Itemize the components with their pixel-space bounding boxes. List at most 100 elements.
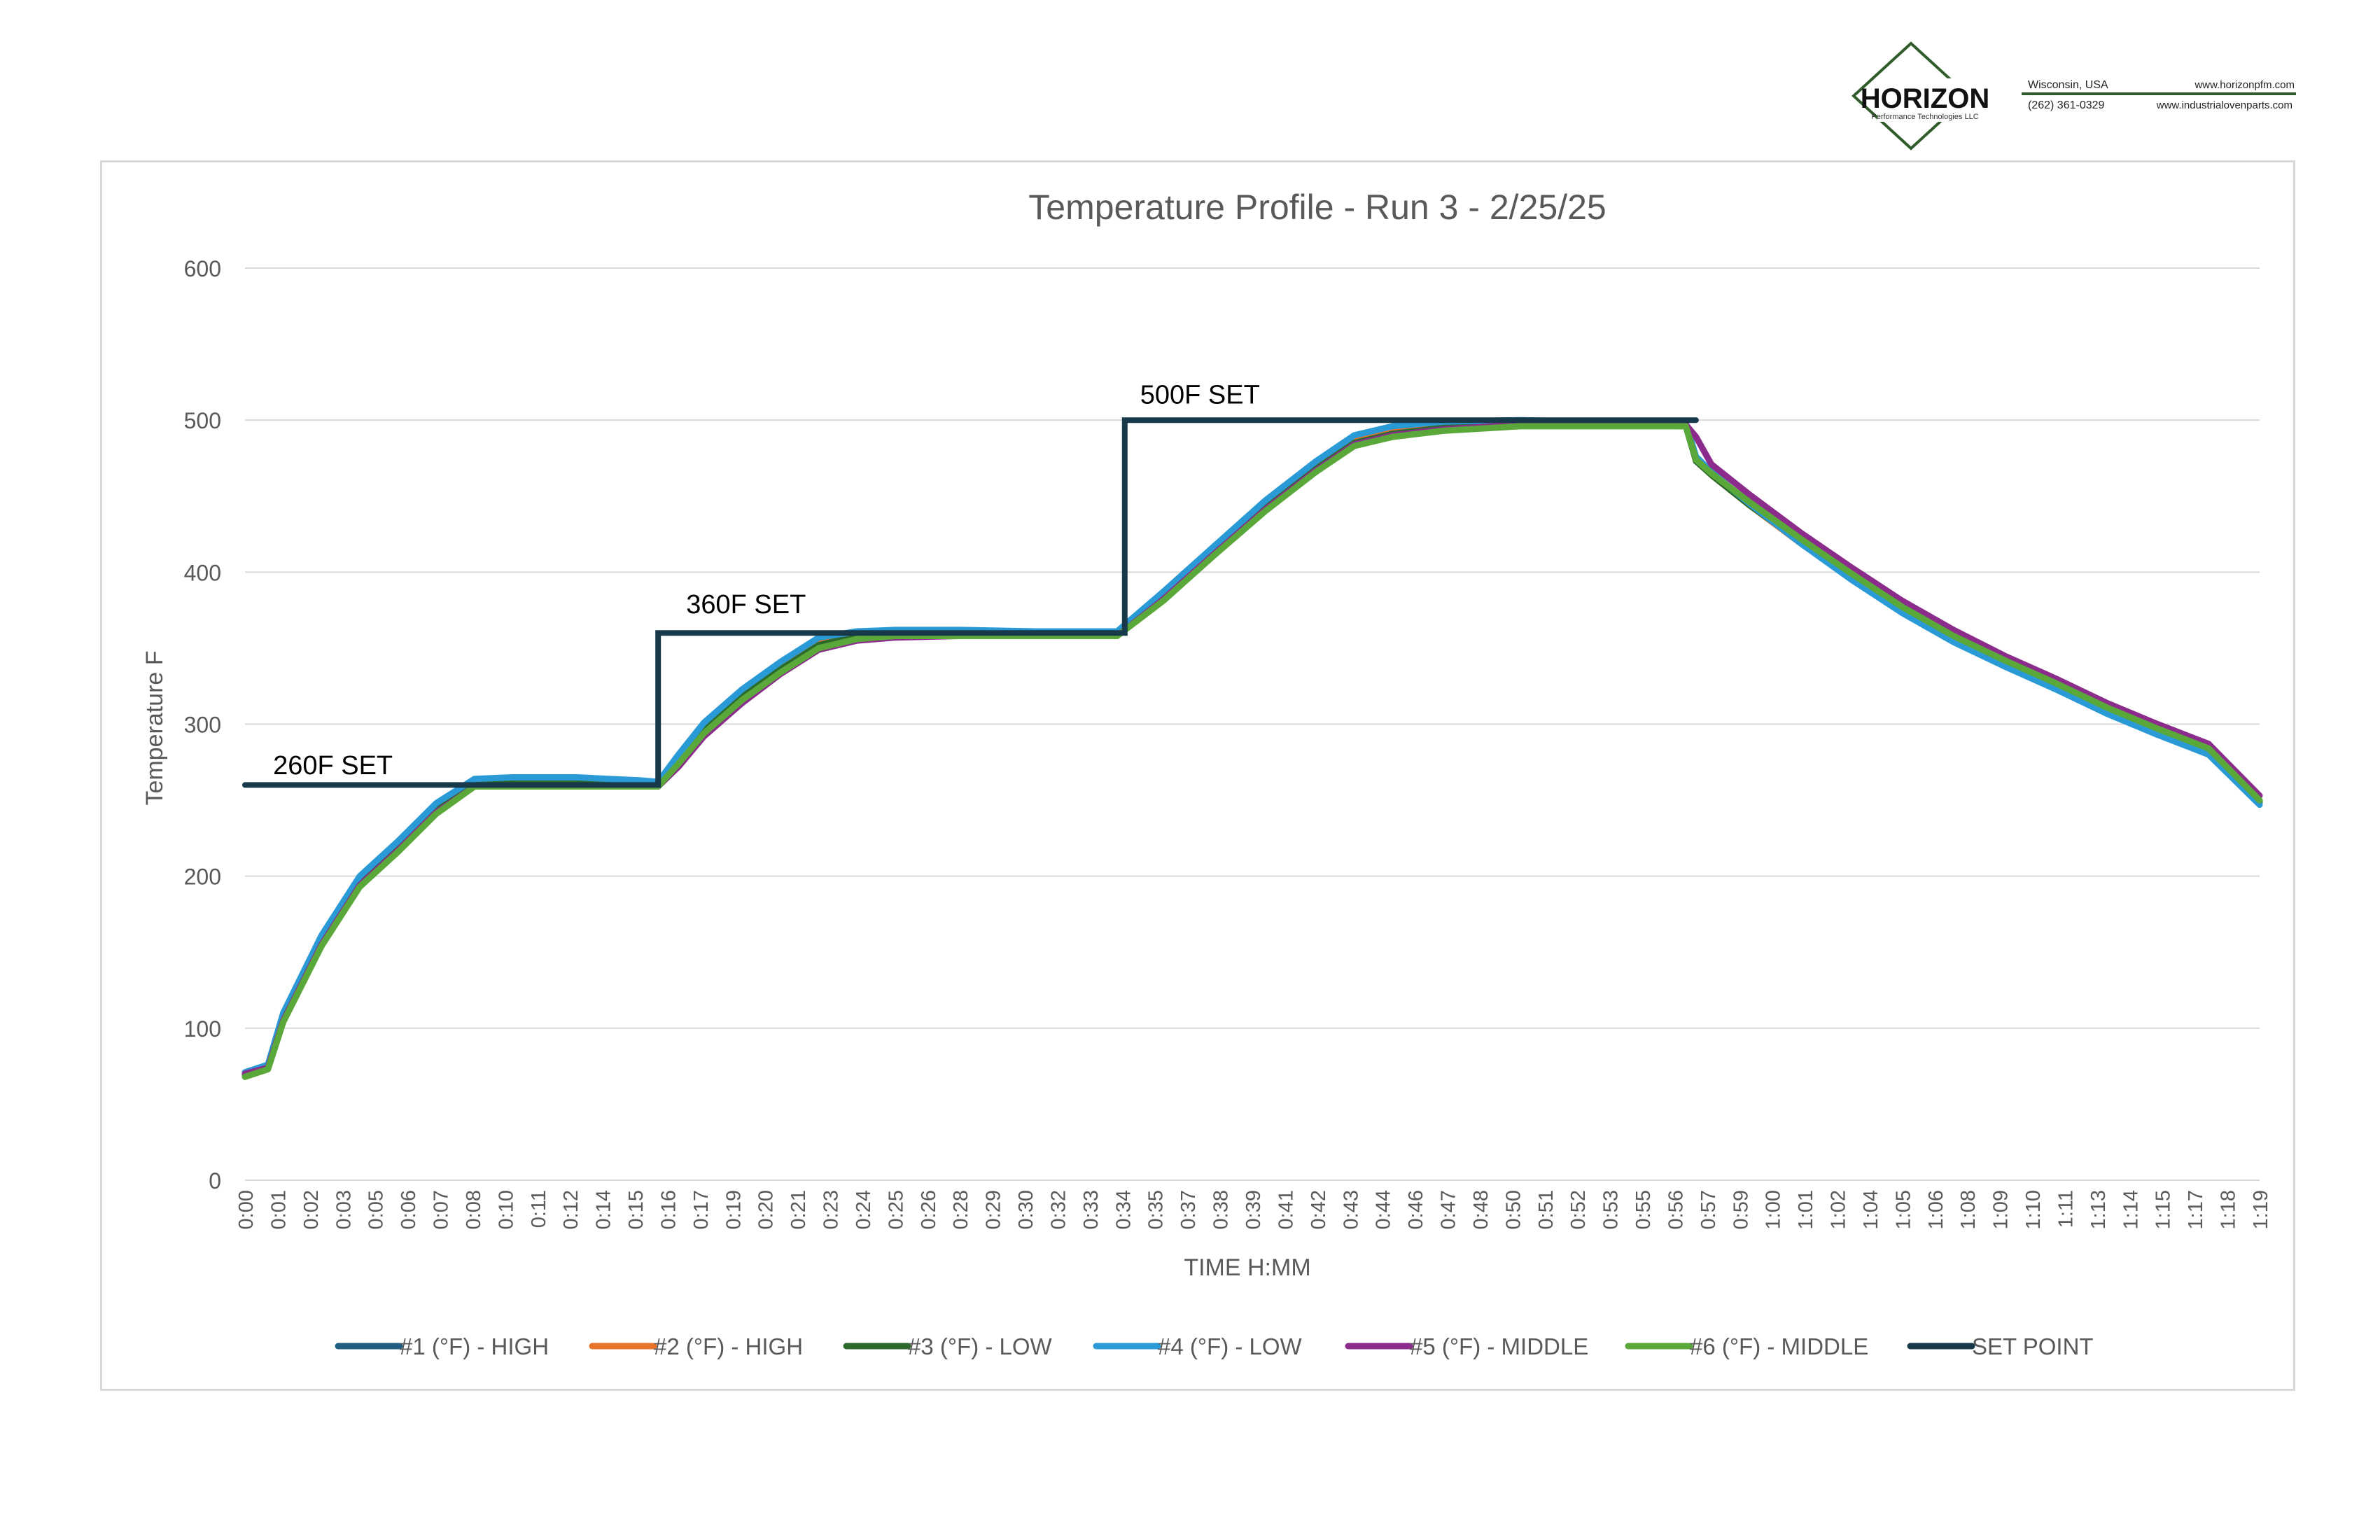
x-tick-label: 0:32: [1047, 1190, 1070, 1229]
setpoint-annotations: 260F SET 360F SET 500F SET: [273, 380, 1260, 780]
x-axis-ticks: 0:00 0:01 0:02 0:03 0:05 0:06 0:07 0:08 0:10 0:11…: [235, 1190, 2272, 1229]
x-tick-label: 1:02: [1828, 1190, 1850, 1229]
x-axis-label: TIME H:MM: [1184, 1254, 1310, 1281]
y-tick-label: 200: [184, 864, 221, 890]
setpoint-annotation: 260F SET: [273, 751, 393, 780]
x-tick-label: 0:12: [560, 1190, 582, 1229]
x-tick-label: 0:39: [1242, 1190, 1265, 1229]
x-tick-label: 0:00: [235, 1190, 258, 1229]
x-tick-label: 0:17: [690, 1190, 713, 1229]
legend-item: SET POINT: [1907, 1334, 2094, 1359]
y-tick-label: 500: [184, 408, 221, 433]
x-tick-label: 0:23: [820, 1190, 843, 1229]
x-tick-label: 1:19: [2250, 1190, 2272, 1229]
legend-item: #3 (°F) - LOW: [843, 1334, 1053, 1359]
x-tick-label: 0:47: [1438, 1190, 1460, 1229]
x-tick-label: 1:11: [2054, 1190, 2077, 1228]
x-tick-label: 0:35: [1145, 1190, 1168, 1229]
x-tick-label: 1:17: [2185, 1190, 2207, 1229]
y-tick-label: 100: [184, 1016, 221, 1042]
x-tick-label: 0:37: [1177, 1190, 1200, 1229]
x-tick-label: 0:41: [1275, 1190, 1297, 1229]
x-tick-label: 0:28: [950, 1190, 972, 1229]
legend-label: SET POINT: [1972, 1334, 2094, 1359]
x-tick-label: 0:29: [983, 1190, 1005, 1229]
x-tick-label: 1:09: [1990, 1190, 2012, 1229]
x-tick-label: 0:26: [918, 1190, 940, 1229]
x-tick-label: 0:10: [495, 1190, 517, 1229]
x-tick-label: 1:15: [2152, 1190, 2175, 1229]
x-tick-label: 0:53: [1600, 1190, 1623, 1229]
x-tick-label: 0:03: [332, 1190, 355, 1229]
x-tick-label: 0:21: [788, 1190, 810, 1229]
x-tick-label: 0:44: [1373, 1190, 1395, 1229]
legend-item: #4 (°F) - LOW: [1093, 1334, 1303, 1359]
x-tick-label: 0:48: [1470, 1190, 1492, 1229]
x-tick-label: 1:04: [1860, 1190, 1882, 1229]
legend-item: #6 (°F) - MIDDLE: [1625, 1334, 1868, 1359]
x-tick-label: 0:07: [430, 1190, 453, 1229]
x-tick-label: 0:56: [1665, 1190, 1687, 1229]
logo-tagline: Performance Technologies LLC: [1871, 113, 1978, 121]
legend-label: #6 (°F) - MIDDLE: [1690, 1334, 1868, 1359]
x-tick-label: 0:11: [528, 1190, 550, 1228]
chart-title: Temperature Profile - Run 3 - 2/25/25: [1028, 188, 1606, 227]
x-tick-label: 0:24: [853, 1190, 875, 1229]
x-tick-label: 1:10: [2022, 1190, 2045, 1229]
legend-label: #4 (°F) - LOW: [1158, 1334, 1303, 1359]
x-tick-label: 0:38: [1210, 1190, 1233, 1229]
x-tick-label: 0:30: [1015, 1190, 1037, 1229]
x-tick-label: 0:52: [1567, 1190, 1590, 1229]
x-tick-label: 0:59: [1730, 1190, 1752, 1229]
logo-brand: HORIZON: [1861, 83, 1989, 114]
y-axis-label: Temperature F: [141, 650, 168, 805]
x-tick-label: 1:00: [1763, 1190, 1785, 1229]
x-tick-label: 0:50: [1502, 1190, 1525, 1229]
x-tick-label: 1:06: [1925, 1190, 1947, 1229]
x-tick-label: 0:08: [463, 1190, 485, 1229]
setpoint-line: [242, 417, 1699, 788]
x-tick-label: 0:42: [1308, 1190, 1330, 1229]
logo-phone: (262) 361-0329: [2028, 99, 2105, 111]
y-tick-label: 300: [184, 713, 221, 738]
x-tick-label: 0:15: [625, 1190, 648, 1229]
logo-location: Wisconsin, USA: [2028, 79, 2108, 91]
x-tick-label: 0:20: [755, 1190, 778, 1229]
x-tick-label: 0:55: [1632, 1190, 1655, 1229]
x-tick-label: 0:57: [1698, 1190, 1720, 1229]
logo-text-backing: [1877, 78, 1972, 122]
legend-label: #2 (°F) - HIGH: [654, 1334, 803, 1359]
x-tick-label: 0:25: [885, 1190, 907, 1229]
logo-website-2: www.industrialovenparts.com: [2156, 99, 2292, 111]
setpoint-annotation: 360F SET: [686, 590, 806, 620]
x-tick-label: 0:01: [267, 1190, 290, 1229]
x-tick-label: 0:33: [1080, 1190, 1102, 1229]
x-tick-label: 0:43: [1340, 1190, 1362, 1229]
temperature-profile-chart: Temperature Profile - Run 3 - 2/25/25 0 1…: [141, 188, 2272, 1359]
x-tick-label: 1:08: [1957, 1190, 1980, 1229]
y-tick-label: 600: [184, 256, 221, 281]
setpoint-annotation: 500F SET: [1140, 380, 1260, 410]
x-tick-label: 0:46: [1405, 1190, 1427, 1229]
x-tick-label: 1:18: [2218, 1190, 2240, 1229]
legend-item: #2 (°F) - HIGH: [589, 1334, 803, 1359]
x-tick-label: 0:05: [365, 1190, 388, 1229]
legend-label: #3 (°F) - LOW: [908, 1334, 1053, 1359]
x-tick-label: 1:01: [1795, 1190, 1817, 1229]
series-line: [241, 416, 2263, 1076]
x-tick-label: 0:51: [1535, 1190, 1558, 1229]
x-tick-label: 0:34: [1112, 1190, 1135, 1229]
x-tick-label: 1:13: [2087, 1190, 2110, 1229]
horizon-logo: HORIZON Performance Technologies LLC Wis…: [1848, 38, 2338, 157]
logo-website-1: www.horizonpfm.com: [2194, 79, 2295, 91]
x-tick-label: 1:05: [1892, 1190, 1914, 1229]
legend-label: #1 (°F) - HIGH: [400, 1334, 549, 1359]
series-lines: [241, 416, 2263, 1080]
chart-area: Temperature Profile - Run 3 - 2/25/25 0 1…: [100, 160, 2295, 1391]
x-tick-label: 0:16: [657, 1190, 680, 1229]
logo-divider: [2022, 92, 2296, 95]
series-line: [241, 423, 2263, 1080]
horizon-logo-graphic: HORIZON Performance Technologies LLC Wis…: [1851, 41, 2296, 150]
x-tick-label: 0:19: [722, 1190, 745, 1229]
y-axis-ticks: 0 100 200 300 400 500 600: [184, 256, 221, 1194]
